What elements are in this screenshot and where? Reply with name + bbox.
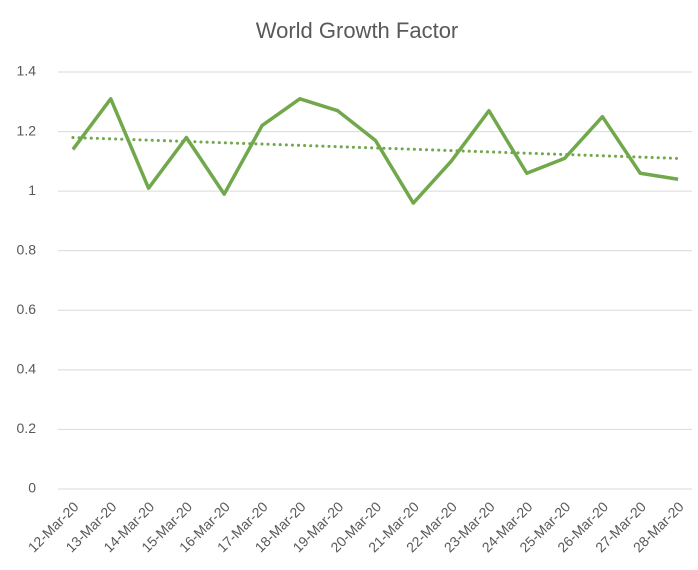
y-tick-label: 1.2 bbox=[17, 122, 37, 138]
y-tick-label: 0.8 bbox=[17, 241, 37, 257]
data-line bbox=[71, 97, 679, 205]
y-tick-label: 0 bbox=[28, 480, 36, 496]
y-tick-label: 1.4 bbox=[17, 63, 37, 79]
y-tick-label: 0.6 bbox=[17, 301, 37, 317]
y-tick-label: 1 bbox=[28, 182, 36, 198]
y-tick-label: 0.4 bbox=[17, 361, 37, 377]
y-tick-label: 0.2 bbox=[17, 420, 37, 436]
chart-title: World Growth Factor bbox=[256, 18, 459, 43]
